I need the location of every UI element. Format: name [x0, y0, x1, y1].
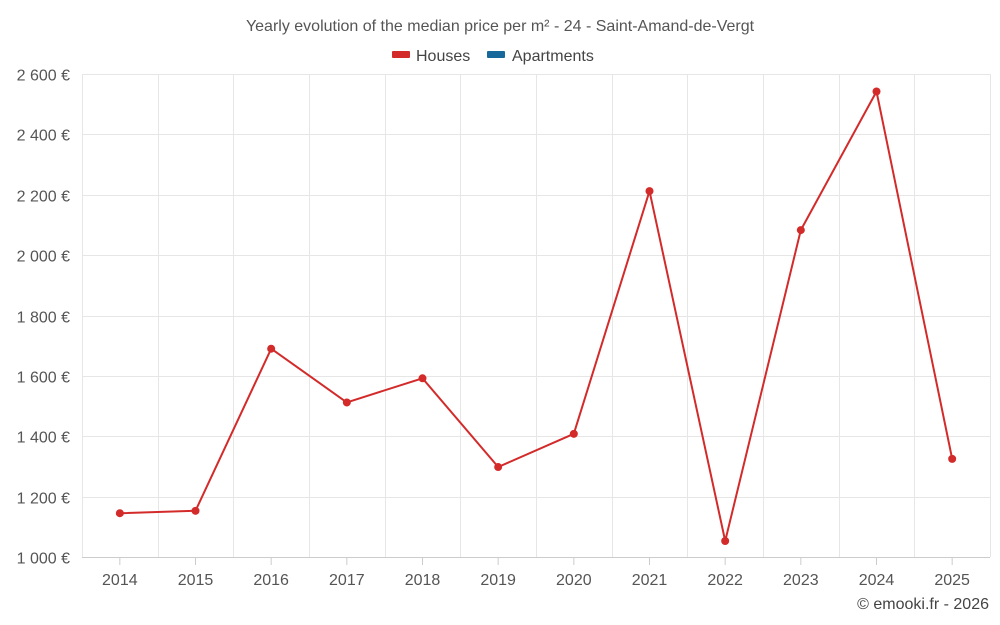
x-tick-label: 2025 — [934, 572, 970, 589]
x-tick-label: 2018 — [405, 572, 441, 589]
data-point-houses-2022[interactable] — [721, 537, 730, 546]
series-houses — [115, 87, 957, 546]
legend-label-houses: Houses — [416, 48, 470, 65]
data-point-houses-2014[interactable] — [115, 509, 124, 518]
legend-swatch-houses — [392, 51, 410, 58]
y-tick-label: 1 400 € — [17, 430, 70, 447]
x-axis-ticks: 2014 2015 2016 2017 2018 2019 2020 2021 2022 2023… — [102, 557, 970, 589]
x-tick-label: 2022 — [707, 572, 743, 589]
y-tick-label: 2 000 € — [17, 249, 70, 266]
legend-label-apartments: Apartments — [512, 48, 594, 65]
y-axis-ticks: 1 000 € 1 200 € 1 400 € 1 600 € 1 800 € 2 000… — [17, 68, 70, 568]
y-tick-label: 2 200 € — [17, 189, 70, 206]
y-tick-label: 1 600 € — [17, 370, 70, 387]
x-tick-label: 2024 — [859, 572, 895, 589]
y-tick-label: 1 000 € — [17, 551, 70, 568]
data-point-houses-2019[interactable] — [494, 463, 503, 472]
data-point-houses-2016[interactable] — [267, 344, 276, 353]
y-tick-label: 2 600 € — [17, 68, 70, 85]
y-tick-label: 2 400 € — [17, 128, 70, 145]
x-tick-label: 2016 — [253, 572, 289, 589]
chart-title: Yearly evolution of the median price per… — [246, 18, 755, 35]
x-tick-label: 2023 — [783, 572, 819, 589]
credit-text: © emooki.fr - 2026 — [857, 596, 989, 613]
x-tick-label: 2021 — [632, 572, 668, 589]
data-point-houses-2020[interactable] — [569, 429, 578, 438]
y-tick-label: 1 800 € — [17, 310, 70, 327]
data-point-houses-2018[interactable] — [418, 374, 427, 383]
gridlines — [82, 74, 991, 557]
x-tick-label: 2019 — [480, 572, 516, 589]
data-point-houses-2025[interactable] — [948, 454, 957, 463]
legend-swatch-apartments — [487, 51, 505, 58]
data-point-houses-2024[interactable] — [872, 87, 881, 96]
data-point-houses-2015[interactable] — [191, 506, 200, 515]
legend-item-houses[interactable]: Houses — [392, 48, 470, 65]
data-point-houses-2023[interactable] — [796, 226, 805, 235]
x-tick-label: 2014 — [102, 572, 138, 589]
legend: Houses Apartments — [392, 48, 594, 65]
y-tick-label: 1 200 € — [17, 491, 70, 508]
data-point-houses-2021[interactable] — [645, 187, 654, 196]
series-line-houses — [119, 90, 954, 542]
data-point-houses-2017[interactable] — [342, 398, 351, 407]
x-tick-label: 2017 — [329, 572, 365, 589]
legend-item-apartments[interactable]: Apartments — [487, 48, 594, 65]
x-tick-label: 2015 — [178, 572, 214, 589]
x-tick-label: 2020 — [556, 572, 592, 589]
